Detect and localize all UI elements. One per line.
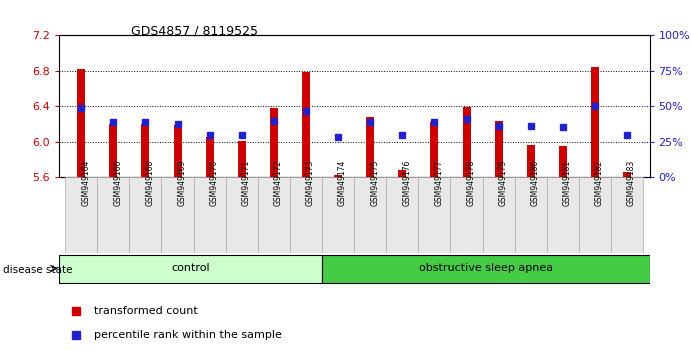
Text: GSM949164: GSM949164 (82, 160, 91, 206)
Text: GSM949183: GSM949183 (627, 160, 636, 206)
FancyBboxPatch shape (59, 255, 322, 283)
FancyBboxPatch shape (482, 177, 515, 253)
FancyBboxPatch shape (290, 177, 322, 253)
Bar (206, 137, 214, 177)
Text: control: control (171, 263, 209, 273)
Text: percentile rank within the sample: percentile rank within the sample (94, 330, 282, 339)
Text: GSM949168: GSM949168 (145, 160, 154, 206)
FancyBboxPatch shape (322, 255, 650, 283)
FancyBboxPatch shape (129, 177, 162, 253)
Text: GSM949170: GSM949170 (209, 160, 218, 206)
Bar (462, 107, 471, 177)
FancyBboxPatch shape (354, 177, 386, 253)
FancyBboxPatch shape (193, 177, 226, 253)
Text: GDS4857 / 8119525: GDS4857 / 8119525 (131, 25, 258, 38)
FancyBboxPatch shape (65, 177, 97, 253)
FancyBboxPatch shape (258, 177, 290, 253)
Bar (495, 121, 502, 177)
Text: GSM949179: GSM949179 (499, 160, 508, 206)
Bar (270, 108, 278, 177)
Bar (302, 72, 310, 177)
Text: GSM949182: GSM949182 (595, 160, 604, 206)
Bar (591, 67, 599, 177)
Text: disease state: disease state (3, 265, 73, 275)
Bar (559, 146, 567, 177)
FancyBboxPatch shape (97, 177, 129, 253)
FancyBboxPatch shape (162, 177, 193, 253)
FancyBboxPatch shape (515, 177, 547, 253)
Bar (77, 69, 85, 177)
Text: GSM949166: GSM949166 (113, 160, 122, 206)
Bar (238, 141, 246, 177)
Bar (142, 124, 149, 177)
Text: GSM949180: GSM949180 (531, 160, 540, 206)
Text: GSM949171: GSM949171 (242, 160, 251, 206)
Bar (527, 145, 535, 177)
FancyBboxPatch shape (451, 177, 482, 253)
Bar (366, 117, 375, 177)
Text: GSM949175: GSM949175 (370, 160, 379, 206)
Text: obstructive sleep apnea: obstructive sleep apnea (419, 263, 553, 273)
Text: GSM949176: GSM949176 (402, 160, 411, 206)
FancyBboxPatch shape (226, 177, 258, 253)
Bar (109, 124, 117, 177)
Text: GSM949178: GSM949178 (466, 160, 475, 206)
Text: GSM949173: GSM949173 (306, 160, 315, 206)
FancyBboxPatch shape (418, 177, 451, 253)
Bar (430, 122, 438, 177)
FancyBboxPatch shape (611, 177, 643, 253)
Text: transformed count: transformed count (94, 306, 198, 316)
Bar (623, 172, 631, 177)
Text: GSM949169: GSM949169 (178, 160, 187, 206)
Text: GSM949181: GSM949181 (563, 160, 572, 206)
Bar (173, 125, 182, 177)
Bar (334, 175, 342, 177)
Text: GSM949172: GSM949172 (274, 160, 283, 206)
FancyBboxPatch shape (547, 177, 579, 253)
FancyBboxPatch shape (579, 177, 611, 253)
Text: GSM949174: GSM949174 (338, 160, 347, 206)
Text: GSM949177: GSM949177 (435, 160, 444, 206)
Bar (398, 170, 406, 177)
FancyBboxPatch shape (322, 177, 354, 253)
FancyBboxPatch shape (386, 177, 418, 253)
